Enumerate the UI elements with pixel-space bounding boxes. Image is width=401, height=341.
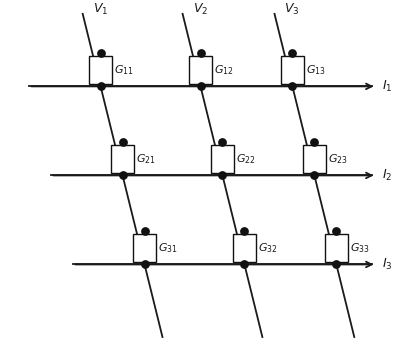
Point: [141, 229, 148, 234]
Text: $G_{11}$: $G_{11}$: [114, 63, 134, 77]
Point: [241, 262, 248, 267]
Text: $G_{23}$: $G_{23}$: [328, 152, 347, 166]
Bar: [233, 234, 256, 262]
Point: [289, 51, 296, 56]
Point: [97, 51, 104, 56]
Bar: [211, 145, 234, 173]
Text: $\mathit{V}_1$: $\mathit{V}_1$: [93, 2, 108, 17]
Text: $G_{22}$: $G_{22}$: [236, 152, 255, 166]
Point: [141, 262, 148, 267]
Point: [311, 173, 318, 178]
Text: $\mathit{I}_1$: $\mathit{I}_1$: [382, 79, 393, 94]
Text: $G_{21}$: $G_{21}$: [136, 152, 156, 166]
Point: [311, 140, 318, 145]
Point: [333, 229, 340, 234]
Text: $\mathit{I}_2$: $\mathit{I}_2$: [382, 168, 393, 183]
Text: $G_{12}$: $G_{12}$: [214, 63, 233, 77]
Text: $G_{32}$: $G_{32}$: [258, 241, 277, 255]
Point: [197, 84, 204, 89]
Text: $G_{31}$: $G_{31}$: [158, 241, 178, 255]
Bar: [281, 56, 304, 84]
Bar: [189, 56, 212, 84]
Bar: [303, 145, 326, 173]
Point: [119, 173, 126, 178]
Bar: [325, 234, 348, 262]
Text: $G_{13}$: $G_{13}$: [306, 63, 326, 77]
Point: [241, 229, 248, 234]
Bar: [89, 56, 112, 84]
Point: [119, 140, 126, 145]
Point: [219, 173, 226, 178]
Point: [97, 84, 104, 89]
Text: $\mathit{V}_2$: $\mathit{V}_2$: [192, 2, 208, 17]
Bar: [134, 234, 156, 262]
Point: [197, 51, 204, 56]
Point: [333, 262, 340, 267]
Text: $\mathit{V}_3$: $\mathit{V}_3$: [284, 2, 300, 17]
Point: [219, 140, 226, 145]
Bar: [111, 145, 134, 173]
Text: $\mathit{I}_3$: $\mathit{I}_3$: [382, 257, 393, 272]
Point: [289, 84, 296, 89]
Text: $G_{33}$: $G_{33}$: [350, 241, 369, 255]
